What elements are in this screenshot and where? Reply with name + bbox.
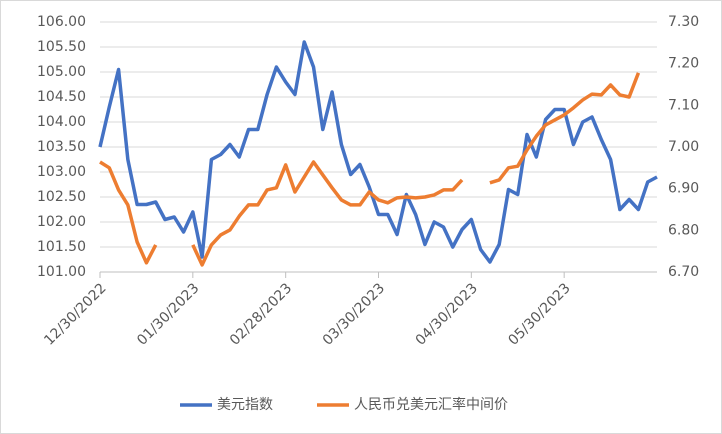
series-line <box>98 40 658 264</box>
y-tick-label: 102.50 <box>37 189 86 205</box>
y-tick-label: 104.50 <box>37 89 86 105</box>
y2-tick-label: 7.20 <box>668 56 699 72</box>
y2-tick-label: 6.80 <box>668 222 699 238</box>
y2-tick-label: 7.00 <box>668 139 699 155</box>
y-tick-label: 102.00 <box>37 214 86 230</box>
y-tick-label: 103.50 <box>37 139 86 155</box>
y-tick-label: 101.00 <box>37 264 86 280</box>
legend-label: 人民币兑美元汇率中间价 <box>354 396 508 413</box>
y-tick-label: 101.50 <box>37 239 86 255</box>
y-tick-label: 106.00 <box>37 14 86 30</box>
y-tick-label: 103.00 <box>37 164 86 180</box>
y2-tick-label: 7.10 <box>668 97 699 113</box>
y-tick-label: 104.00 <box>37 114 86 130</box>
y-tick-label: 105.50 <box>37 39 86 55</box>
y2-tick-label: 6.70 <box>668 264 699 280</box>
legend-label: 美元指数 <box>217 397 273 413</box>
y-tick-label: 105.00 <box>37 64 86 80</box>
y2-tick-label: 6.90 <box>668 181 699 197</box>
y2-tick-label: 7.30 <box>668 14 699 30</box>
